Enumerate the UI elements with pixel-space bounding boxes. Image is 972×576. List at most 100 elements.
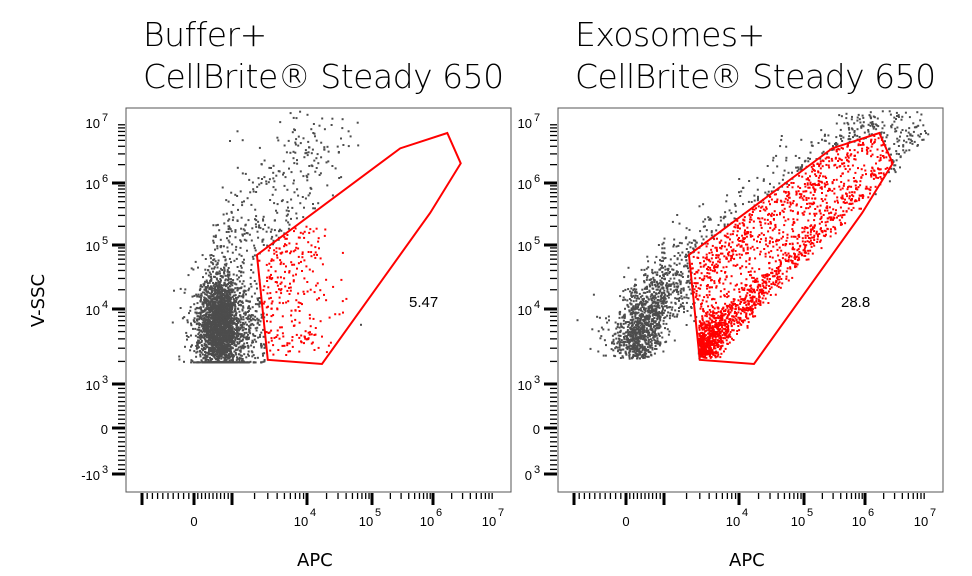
event-point <box>226 246 229 249</box>
event-point <box>786 195 789 197</box>
event-point <box>249 324 252 327</box>
event-point <box>252 190 255 193</box>
event-point <box>320 141 323 144</box>
event-point <box>783 224 786 227</box>
event-point <box>738 191 740 194</box>
event-point <box>725 256 728 259</box>
event-point <box>853 122 856 125</box>
event-point <box>242 271 245 274</box>
event-point <box>222 352 224 355</box>
event-point <box>659 325 662 328</box>
event-point <box>625 321 627 324</box>
event-point <box>639 331 642 334</box>
event-point <box>285 209 288 212</box>
event-point <box>223 303 226 306</box>
event-point <box>791 202 794 205</box>
event-point <box>213 287 216 290</box>
event-point <box>301 196 304 198</box>
event-point <box>270 237 273 240</box>
x-tick-label: 10 <box>359 514 373 529</box>
event-point <box>597 330 600 333</box>
event-point <box>876 148 879 151</box>
event-point <box>249 360 252 363</box>
event-point <box>628 342 631 345</box>
event-point <box>223 323 226 326</box>
event-point <box>204 297 207 300</box>
gate-percent-label: 5.47 <box>409 294 438 311</box>
event-point <box>232 330 235 333</box>
event-point <box>186 338 188 341</box>
event-point <box>685 296 688 299</box>
event-point <box>258 305 261 308</box>
event-point <box>706 296 709 299</box>
event-point <box>209 314 212 317</box>
event-point <box>247 350 250 353</box>
event-point <box>252 271 255 274</box>
event-point <box>203 330 206 333</box>
event-point <box>202 349 204 351</box>
event-point <box>222 338 224 340</box>
event-point <box>247 219 250 222</box>
event-point <box>297 135 300 138</box>
event-point <box>236 357 239 360</box>
event-point <box>820 186 823 189</box>
event-point <box>872 127 875 130</box>
event-point <box>226 237 228 240</box>
event-point <box>289 151 292 154</box>
event-point <box>209 347 212 350</box>
event-point <box>741 265 744 268</box>
event-point <box>222 334 225 337</box>
event-point <box>249 327 252 330</box>
event-point <box>635 326 638 329</box>
event-point <box>666 288 669 291</box>
event-point <box>295 217 298 220</box>
event-point <box>257 318 260 321</box>
event-point <box>765 206 768 209</box>
event-point <box>306 113 309 116</box>
event-point <box>741 186 744 189</box>
event-point <box>225 354 227 357</box>
event-point <box>221 301 224 304</box>
event-point <box>213 337 216 340</box>
event-point <box>191 295 194 298</box>
event-point <box>861 124 864 127</box>
event-point <box>296 188 299 191</box>
event-point <box>236 266 239 268</box>
event-point <box>751 245 754 248</box>
y-tick-exponent: 7 <box>534 112 540 124</box>
event-point <box>224 258 227 261</box>
event-point <box>688 270 691 273</box>
event-point <box>233 304 236 307</box>
event-point <box>310 251 313 254</box>
event-point <box>200 311 203 314</box>
event-point <box>619 329 622 332</box>
event-point <box>246 323 248 326</box>
event-point <box>222 317 225 320</box>
event-point <box>645 329 648 332</box>
event-point <box>615 337 618 340</box>
event-point <box>215 224 218 227</box>
event-point <box>623 343 626 346</box>
event-point <box>253 254 256 257</box>
event-point <box>224 315 227 317</box>
event-point <box>212 334 214 337</box>
event-point <box>220 328 223 331</box>
event-point <box>307 331 310 334</box>
event-point <box>230 324 233 327</box>
event-point <box>800 195 803 198</box>
event-point <box>272 164 275 167</box>
event-point <box>236 329 239 332</box>
event-point <box>214 339 217 342</box>
event-point <box>302 137 305 140</box>
event-point <box>230 317 233 320</box>
event-point <box>839 128 842 131</box>
event-point <box>203 324 206 327</box>
y-tick-exponent: 3 <box>534 464 540 476</box>
event-point <box>785 145 788 148</box>
event-point <box>224 351 227 354</box>
event-point <box>639 333 642 336</box>
event-point <box>209 313 211 316</box>
event-point <box>666 306 669 309</box>
event-point <box>218 356 221 359</box>
event-point <box>215 288 218 291</box>
